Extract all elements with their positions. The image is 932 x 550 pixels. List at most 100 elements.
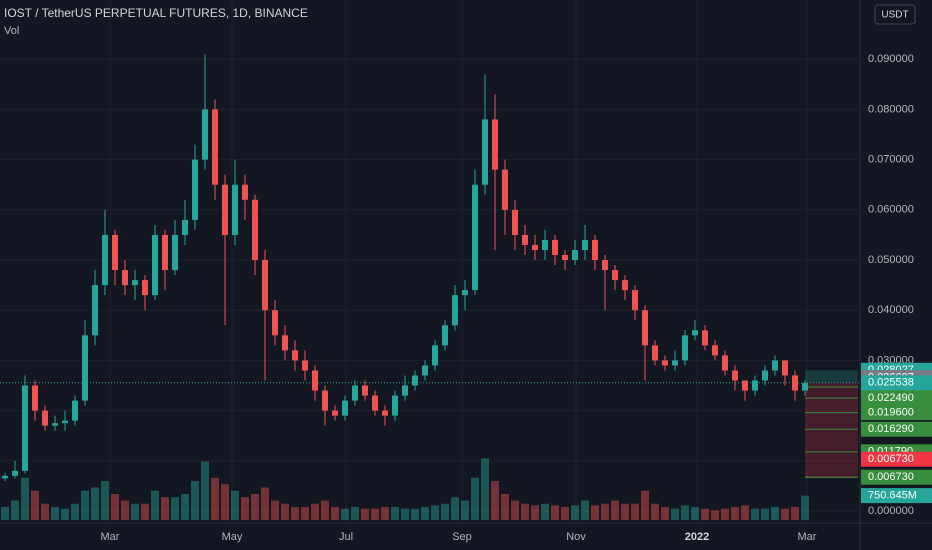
volume-bar — [331, 507, 339, 520]
price-tag-label: 0.006730 — [868, 471, 914, 483]
y-tick-label: 0.050000 — [868, 254, 914, 266]
volume-bar — [341, 508, 349, 520]
y-tick-label: 0.040000 — [868, 304, 914, 316]
volume-bar — [131, 503, 139, 520]
volume-bar — [221, 484, 229, 520]
candle-body — [122, 270, 128, 286]
candle-body — [372, 395, 378, 411]
x-tick-label: Jul — [339, 531, 353, 543]
currency-button[interactable] — [874, 4, 916, 25]
volume-bar — [361, 508, 369, 520]
volume-bar — [21, 477, 29, 520]
candle-body — [752, 380, 758, 391]
candle-body — [702, 330, 708, 346]
candle-body — [232, 184, 238, 235]
volume-bar — [301, 507, 309, 520]
price-tag-label: 750.645M — [868, 490, 917, 502]
volume-bar — [561, 507, 569, 520]
price-tag — [861, 488, 932, 504]
volume-bar — [701, 508, 709, 520]
volume-bar — [551, 505, 559, 520]
volume-bar — [171, 497, 179, 520]
volume-bar — [211, 477, 219, 520]
candle-body — [732, 370, 738, 381]
y-tick-label: 0.090000 — [868, 53, 914, 65]
candle-body — [152, 234, 158, 296]
price-tag — [861, 390, 932, 406]
price-tag-label: 0.022490 — [868, 392, 914, 404]
price-tag — [861, 375, 932, 391]
candle-body — [362, 385, 368, 396]
candle-body — [292, 350, 298, 361]
candle-body — [802, 382, 808, 391]
volume-bar — [351, 507, 359, 520]
volume-bar — [671, 508, 679, 520]
volume-bar — [101, 481, 109, 520]
volume-bar — [431, 505, 439, 520]
x-tick-label: May — [222, 531, 243, 543]
volume-bar — [601, 503, 609, 520]
volume-bar — [451, 497, 459, 520]
candle-body — [432, 345, 438, 366]
candle-body — [22, 385, 28, 471]
volume-bar — [91, 487, 99, 520]
candle-body — [32, 385, 38, 411]
candle-body — [82, 335, 88, 401]
volume-bar — [41, 503, 49, 520]
volume-bar — [391, 507, 399, 520]
currency-label[interactable]: USDT — [881, 10, 908, 21]
candle-body — [52, 423, 58, 426]
candle-body — [642, 310, 648, 346]
candle-body — [12, 470, 18, 476]
price-tag-label: 0.016290 — [868, 423, 914, 435]
candle-body — [602, 260, 608, 271]
price-tag — [861, 469, 932, 485]
candle-body — [302, 360, 308, 371]
y-tick-label: 0.080000 — [868, 103, 914, 115]
candle-body — [182, 219, 188, 235]
volume-bar — [721, 508, 729, 520]
volume-bar — [651, 503, 659, 520]
candle-body — [572, 249, 578, 261]
candle-body — [522, 234, 528, 245]
volume-bar — [461, 500, 469, 520]
candle-body — [242, 184, 248, 200]
candle-body — [412, 375, 418, 386]
candle-body — [542, 239, 548, 250]
x-tick-label: Mar — [101, 531, 120, 543]
candle-body — [792, 375, 798, 391]
volume-bar — [591, 505, 599, 520]
volume-bar — [441, 503, 449, 520]
candle-body — [482, 119, 488, 185]
candle-body — [632, 290, 638, 311]
candle-body — [402, 385, 408, 396]
volume-bar — [641, 490, 649, 520]
candle-body — [662, 360, 668, 366]
price-tag — [861, 451, 932, 467]
candle-body — [312, 370, 318, 391]
candle-body — [142, 280, 148, 296]
volume-bar — [471, 477, 479, 520]
candle-body — [462, 290, 468, 296]
volume-bar — [161, 497, 169, 520]
candle-body — [512, 209, 518, 235]
volume-bar — [151, 490, 159, 520]
volume-bar — [71, 503, 79, 520]
volume-bar — [401, 508, 409, 520]
volume-bar — [501, 494, 509, 520]
candle-body — [452, 295, 458, 326]
volume-bar — [611, 500, 619, 520]
profit-zone — [805, 370, 858, 383]
volume-bar — [241, 497, 249, 520]
volume-bar — [1, 507, 9, 520]
volume-bar — [531, 505, 539, 520]
volume-title: Vol — [4, 25, 19, 37]
candle-body — [132, 280, 138, 286]
volume-bar — [741, 505, 749, 520]
candle-body — [592, 239, 598, 261]
volume-bar — [481, 458, 489, 520]
volume-bar — [111, 494, 119, 520]
volume-bar — [291, 507, 299, 520]
candle-body — [252, 199, 258, 261]
candle-body — [222, 184, 228, 235]
